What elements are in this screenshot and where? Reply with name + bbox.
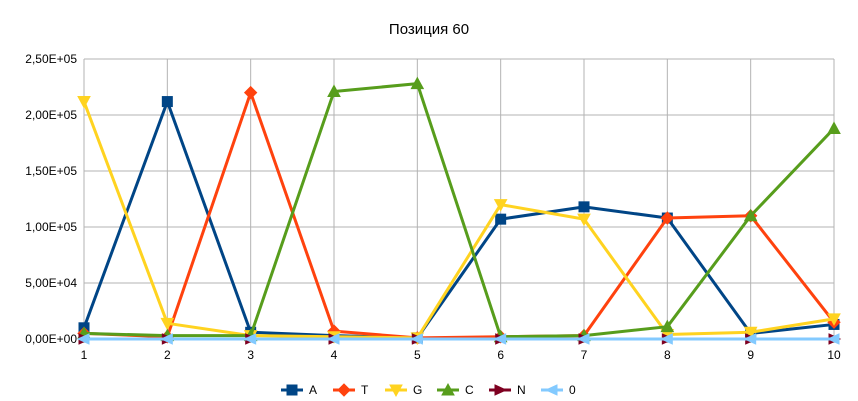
legend-label: 0 — [569, 383, 576, 397]
legend-item-C: C — [437, 382, 474, 397]
data-point — [76, 333, 90, 345]
legend-item-A: A — [281, 383, 317, 397]
series-line — [82, 101, 835, 340]
x-tick-label: 4 — [331, 348, 338, 362]
data-point — [493, 199, 508, 212]
legend-marker — [544, 384, 558, 396]
series-A — [78, 96, 840, 344]
x-tick-label: 8 — [664, 348, 671, 362]
series-0 — [76, 333, 840, 345]
data-point — [576, 333, 590, 345]
x-tick-label: 9 — [747, 348, 754, 362]
legend-item-N: N — [489, 383, 526, 397]
data-point — [410, 333, 423, 345]
x-tick-label: 1 — [81, 348, 88, 362]
legend-marker — [494, 384, 508, 396]
y-tick-label: 1,00E+05 — [25, 220, 77, 234]
y-tick-label: 2,50E+05 — [25, 52, 77, 66]
y-tick-label: 0,00E+00 — [25, 332, 77, 346]
data-point — [160, 333, 173, 345]
series-T — [77, 85, 841, 345]
series-C — [77, 76, 841, 343]
x-tick-label: 2 — [164, 348, 171, 362]
legend-label: C — [465, 383, 474, 397]
series-line — [83, 91, 836, 340]
legend-label: T — [361, 383, 369, 397]
data-point — [495, 213, 507, 225]
data-point — [827, 313, 841, 326]
series-line — [83, 82, 836, 339]
legend-item-T: T — [333, 383, 369, 397]
data-point — [660, 211, 675, 225]
legend: A T G C N 0 — [281, 382, 576, 398]
series-G — [77, 96, 841, 345]
data-point — [243, 333, 257, 345]
legend-marker — [337, 383, 351, 397]
y-tick-label: 5,00E+04 — [25, 276, 77, 290]
y-tick-label: 2,00E+05 — [25, 108, 77, 122]
y-axis-ticks: 0,00E+00 5,00E+04 1,00E+05 1,50E+05 2,00E+05… — [25, 52, 77, 346]
chart-title: Позиция 60 — [389, 21, 469, 38]
legend-label: G — [413, 383, 422, 397]
x-axis-ticks: 1 2 3 4 5 6 7 8 9 10 — [81, 339, 841, 362]
data-point — [743, 208, 758, 222]
gridlines — [83, 58, 835, 340]
data-point — [161, 96, 173, 108]
series-line — [82, 100, 835, 340]
y-tick-label: 1,50E+05 — [25, 164, 77, 178]
legend-marker — [286, 384, 298, 396]
data-point — [326, 333, 340, 345]
data-point — [160, 317, 175, 331]
legend-label: A — [309, 383, 317, 397]
x-tick-label: 5 — [414, 348, 421, 362]
x-tick-label: 6 — [497, 348, 504, 362]
x-tick-label: 10 — [827, 348, 841, 362]
series-layer — [76, 76, 842, 345]
data-point — [493, 333, 507, 345]
x-tick-label: 3 — [247, 348, 254, 362]
data-point — [77, 96, 91, 109]
data-point — [327, 84, 341, 97]
data-point — [243, 85, 258, 100]
legend-label: N — [517, 383, 526, 397]
legend-item-G: G — [385, 383, 422, 398]
legend-marker — [441, 382, 455, 396]
data-point — [826, 333, 840, 345]
data-point — [743, 333, 757, 345]
data-point — [410, 76, 425, 90]
x-tick-label: 7 — [581, 348, 588, 362]
data-point — [660, 319, 675, 333]
legend-marker — [389, 384, 403, 398]
data-point — [743, 326, 758, 340]
data-point — [578, 201, 590, 213]
data-point — [577, 213, 591, 227]
data-point — [660, 333, 673, 345]
data-point — [827, 121, 841, 134]
legend-item-0: 0 — [541, 383, 576, 397]
